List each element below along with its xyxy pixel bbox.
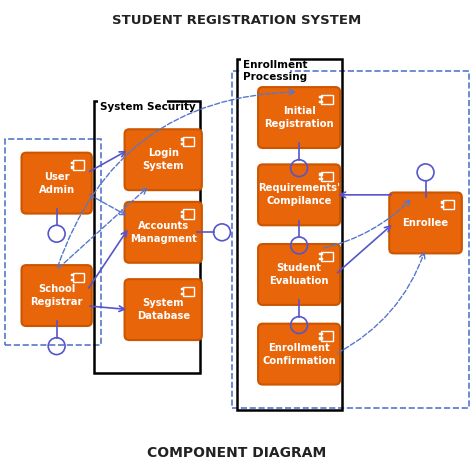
Bar <box>183 287 194 296</box>
Text: Accounts
Managment: Accounts Managment <box>130 221 197 244</box>
Bar <box>321 95 333 104</box>
Bar <box>319 96 323 98</box>
Bar <box>94 101 200 373</box>
Text: Enrollment
Processing: Enrollment Processing <box>243 60 308 82</box>
Text: Enrollee: Enrollee <box>402 218 448 228</box>
Bar <box>237 59 342 410</box>
FancyBboxPatch shape <box>21 265 92 326</box>
Text: Student
Evaluation: Student Evaluation <box>269 263 329 286</box>
Bar <box>321 252 333 261</box>
FancyBboxPatch shape <box>258 164 340 225</box>
Bar <box>71 279 74 281</box>
Bar <box>319 333 323 335</box>
Text: Requirements'
Compilance: Requirements' Compilance <box>258 183 340 206</box>
Text: System
Database: System Database <box>137 298 190 321</box>
Bar <box>73 160 84 170</box>
Bar <box>319 253 323 255</box>
Bar <box>232 71 469 408</box>
Bar <box>319 337 323 339</box>
Text: Login
System: Login System <box>142 148 184 171</box>
FancyBboxPatch shape <box>258 87 340 148</box>
FancyBboxPatch shape <box>389 192 462 254</box>
Bar <box>98 99 167 123</box>
Text: School
Registrar: School Registrar <box>30 284 83 307</box>
Text: Enrollment
Confirmation: Enrollment Confirmation <box>262 343 336 365</box>
Bar <box>443 200 455 210</box>
FancyBboxPatch shape <box>125 202 202 263</box>
Bar <box>183 210 194 219</box>
Bar <box>321 331 333 340</box>
FancyBboxPatch shape <box>258 244 340 305</box>
Bar <box>71 274 74 276</box>
Bar <box>181 216 184 218</box>
Bar <box>319 173 323 176</box>
Bar <box>441 206 445 209</box>
Bar <box>321 172 333 181</box>
Bar <box>181 138 184 140</box>
Bar <box>181 293 184 295</box>
Text: System Security: System Security <box>100 102 196 112</box>
Bar <box>71 166 74 169</box>
Bar <box>181 143 184 145</box>
Text: User
Admin: User Admin <box>38 172 75 194</box>
FancyBboxPatch shape <box>125 279 202 340</box>
Bar <box>5 138 101 345</box>
Bar <box>71 162 74 164</box>
Bar <box>183 137 194 146</box>
Bar <box>319 100 323 103</box>
Bar <box>319 257 323 260</box>
FancyBboxPatch shape <box>125 129 202 190</box>
FancyBboxPatch shape <box>258 324 340 384</box>
FancyBboxPatch shape <box>21 153 92 214</box>
Bar <box>441 201 445 204</box>
Text: COMPONENT DIAGRAM: COMPONENT DIAGRAM <box>147 446 327 459</box>
Bar <box>73 273 84 282</box>
Text: STUDENT REGISTRATION SYSTEM: STUDENT REGISTRATION SYSTEM <box>112 15 362 27</box>
Bar <box>319 178 323 180</box>
Bar <box>181 288 184 291</box>
Text: Initial
Registration: Initial Registration <box>264 106 334 129</box>
Bar <box>181 211 184 213</box>
Bar <box>241 57 290 95</box>
